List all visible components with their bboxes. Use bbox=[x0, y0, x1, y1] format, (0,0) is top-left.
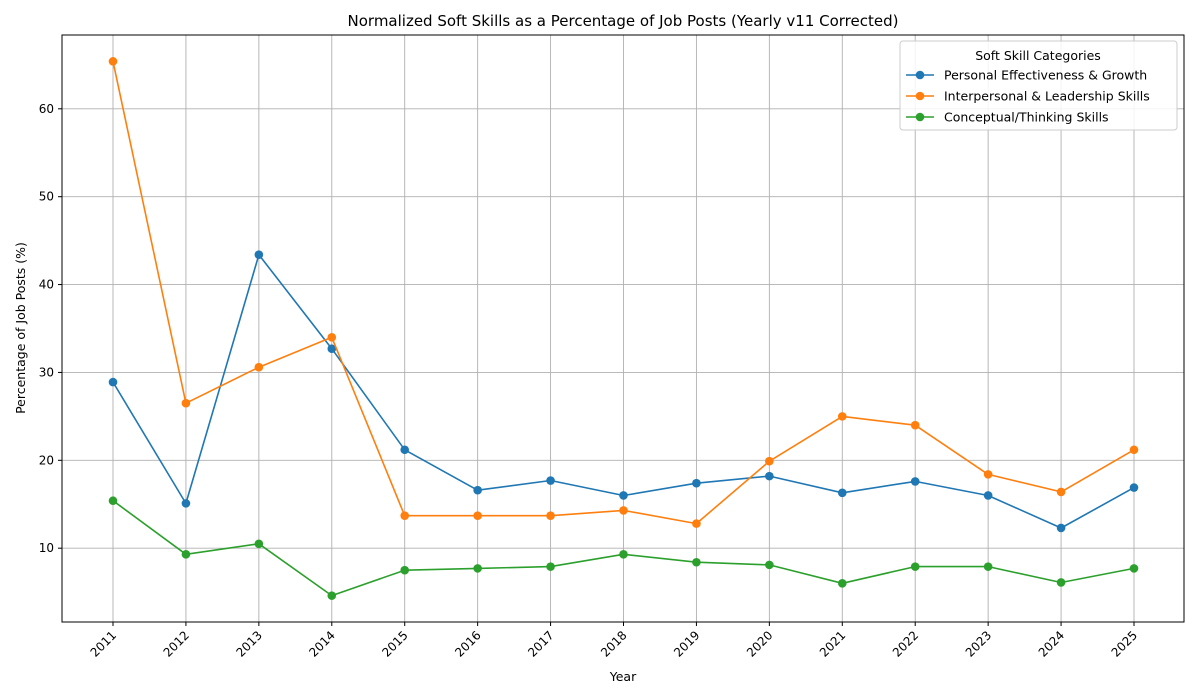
y-tick-label: 40 bbox=[39, 278, 54, 292]
series-0 bbox=[108, 250, 1139, 533]
series-2 bbox=[108, 496, 1139, 600]
legend-marker bbox=[915, 70, 925, 80]
data-point bbox=[765, 560, 774, 570]
data-point bbox=[546, 511, 555, 520]
data-point bbox=[1056, 523, 1066, 533]
data-point bbox=[1056, 578, 1066, 587]
data-point bbox=[619, 491, 628, 500]
data-point bbox=[983, 470, 993, 479]
data-point bbox=[400, 445, 410, 455]
y-tick-label: 60 bbox=[39, 102, 54, 116]
y-tick-label: 10 bbox=[39, 541, 54, 555]
series-1 bbox=[108, 57, 1139, 528]
data-point bbox=[983, 491, 993, 500]
x-axis-label: Year bbox=[609, 669, 637, 684]
data-point bbox=[765, 471, 774, 481]
legend-marker bbox=[915, 112, 925, 122]
y-tick-label: 50 bbox=[39, 190, 54, 204]
data-point bbox=[254, 250, 264, 259]
data-point bbox=[692, 519, 701, 528]
y-tick-label: 30 bbox=[39, 365, 54, 379]
data-point bbox=[1129, 483, 1139, 492]
data-point bbox=[1056, 487, 1066, 497]
data-point bbox=[546, 476, 555, 485]
data-point bbox=[1129, 445, 1139, 455]
data-point bbox=[181, 499, 191, 508]
data-point bbox=[910, 420, 920, 430]
data-point bbox=[108, 377, 118, 387]
legend-box bbox=[899, 40, 1178, 131]
legend: Soft Skill Categories Personal Effective… bbox=[899, 40, 1178, 131]
data-point bbox=[473, 485, 482, 495]
data-point bbox=[254, 362, 264, 372]
data-point bbox=[619, 550, 628, 559]
data-point bbox=[619, 506, 628, 515]
data-point bbox=[181, 398, 191, 408]
data-point bbox=[400, 565, 410, 575]
data-point bbox=[108, 57, 118, 66]
data-point bbox=[473, 564, 482, 573]
data-point bbox=[692, 478, 701, 488]
grid bbox=[62, 35, 1184, 622]
data-point bbox=[400, 511, 410, 520]
data-point bbox=[692, 557, 701, 567]
legend-label: Conceptual/Thinking Skills bbox=[944, 110, 1109, 125]
y-axis-label: Percentage of Job Posts (%) bbox=[13, 242, 28, 414]
legend-title: Soft Skill Categories bbox=[975, 48, 1101, 63]
data-point bbox=[837, 412, 847, 421]
chart-title: Normalized Soft Skills as a Percentage o… bbox=[348, 12, 899, 30]
data-point bbox=[837, 579, 847, 588]
data-point bbox=[910, 562, 920, 571]
data-point bbox=[327, 344, 337, 354]
data-point bbox=[546, 562, 555, 571]
data-point bbox=[983, 562, 993, 571]
data-point bbox=[765, 456, 774, 466]
y-tick-label: 20 bbox=[39, 453, 54, 467]
data-point bbox=[108, 496, 118, 506]
legend-items: Personal Effectiveness & Growth Interpers… bbox=[906, 68, 1150, 125]
legend-label: Personal Effectiveness & Growth bbox=[944, 68, 1147, 83]
series-layer bbox=[108, 57, 1139, 600]
data-point bbox=[1129, 564, 1139, 573]
data-point bbox=[327, 332, 337, 342]
data-point bbox=[473, 511, 482, 520]
data-point bbox=[910, 477, 920, 486]
data-point bbox=[837, 488, 847, 498]
legend-label: Interpersonal & Leadership Skills bbox=[944, 89, 1150, 104]
data-point bbox=[181, 550, 191, 559]
legend-marker bbox=[915, 91, 925, 101]
data-point bbox=[327, 591, 337, 600]
data-point bbox=[254, 539, 264, 549]
